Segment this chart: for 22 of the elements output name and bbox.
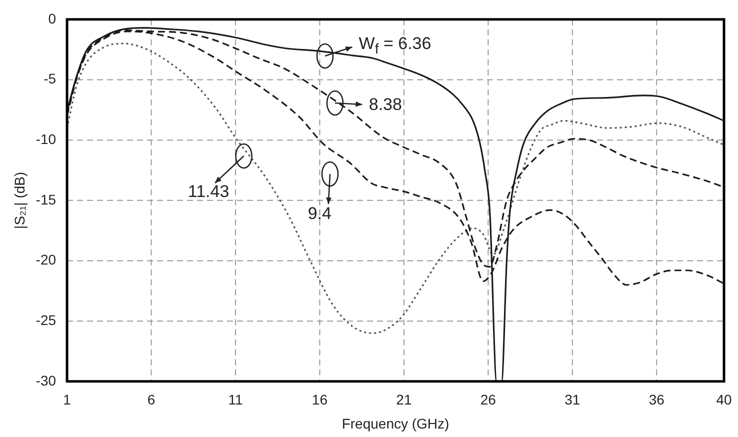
y-tick-label: -25 <box>36 312 56 328</box>
x-tick-label: 36 <box>648 392 665 408</box>
y-tick-label: -30 <box>36 372 56 388</box>
x-tick-label: 31 <box>564 392 580 408</box>
x-tick-label: 26 <box>480 392 496 408</box>
x-tick-label: 21 <box>396 392 412 408</box>
y-axis-title: |S₂₁| (dB) <box>11 172 28 229</box>
y-tick-label: 0 <box>48 10 56 26</box>
annotation: 9.4 <box>308 204 332 224</box>
x-tick-label: 11 <box>228 392 243 408</box>
x-axis-title: Frequency (GHz) <box>342 415 450 432</box>
annotation: 8.38 <box>368 94 402 115</box>
annotation: 11.43 <box>188 182 230 202</box>
y-tick-label: -15 <box>36 191 56 208</box>
x-tick-label: 6 <box>147 392 156 408</box>
y-tick-label: -10 <box>36 130 56 147</box>
y-tick-label: -20 <box>36 252 56 268</box>
x-tick-label: 40 <box>716 392 732 408</box>
y-tick-label: -5 <box>44 70 56 87</box>
x-tick-label: 1 <box>63 392 72 408</box>
annotation: W$_{f}$ = 6.36 <box>358 34 432 57</box>
x-tick-label: 16 <box>312 392 328 408</box>
